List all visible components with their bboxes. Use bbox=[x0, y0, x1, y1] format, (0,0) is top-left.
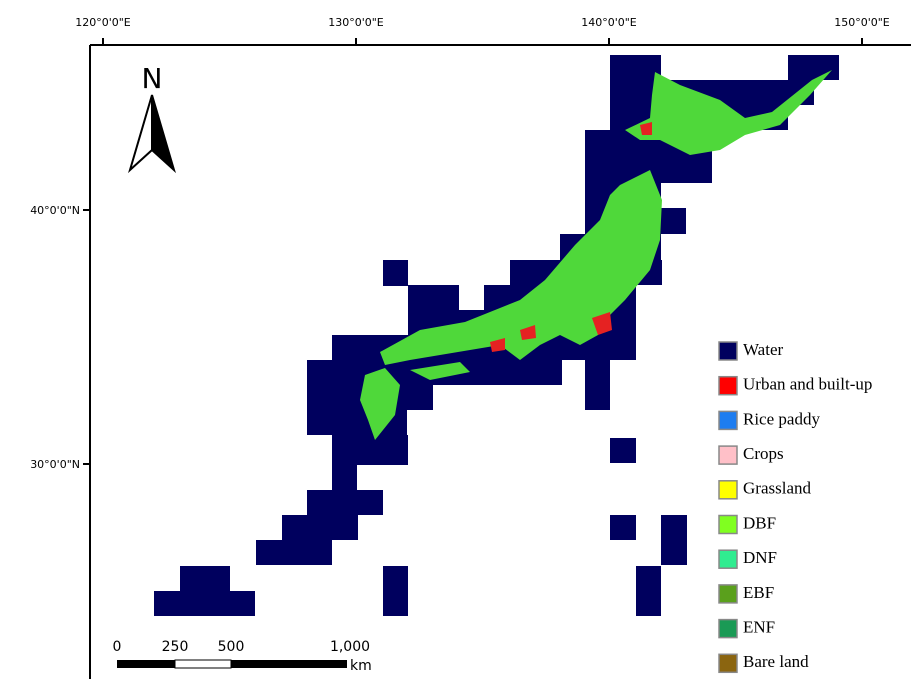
legend-swatch bbox=[719, 481, 737, 499]
legend-swatch bbox=[719, 585, 737, 603]
north-arrow bbox=[130, 95, 174, 170]
legend-label: ENF bbox=[743, 618, 775, 637]
legend-swatch bbox=[719, 446, 737, 464]
legend-swatch bbox=[719, 620, 737, 638]
legend-swatch bbox=[719, 550, 737, 568]
scale-bar bbox=[117, 660, 347, 668]
legend-swatch bbox=[719, 654, 737, 672]
legend-label: Urban and built-up bbox=[743, 375, 872, 394]
scale-label: 500 bbox=[218, 639, 245, 655]
latitude-label: 40°0'0"N bbox=[30, 204, 80, 217]
legend-swatch bbox=[719, 377, 737, 395]
map: 120°0'0"E 130°0'0"E 140°0'0"E 150°0'0"E 40°0… bbox=[0, 0, 911, 679]
scale-label: 0 bbox=[113, 639, 122, 655]
scale-unit: km bbox=[350, 658, 372, 674]
legend-label: Grassland bbox=[743, 479, 811, 498]
scale-label: 1,000 bbox=[330, 639, 370, 655]
legend-label: Crops bbox=[743, 444, 784, 463]
legend-label: DBF bbox=[743, 513, 776, 532]
longitude-label: 140°0'0"E bbox=[581, 16, 637, 29]
north-label: N bbox=[142, 62, 163, 95]
latitude-label: 30°0'0"N bbox=[30, 458, 80, 471]
longitude-label: 130°0'0"E bbox=[328, 16, 384, 29]
longitude-label: 120°0'0"E bbox=[75, 16, 131, 29]
legend-label: Water bbox=[743, 340, 783, 359]
legend-label: EBF bbox=[743, 583, 774, 602]
longitude-label: 150°0'0"E bbox=[834, 16, 890, 29]
legend-label: Bare land bbox=[743, 652, 809, 671]
legend-label: DNF bbox=[743, 548, 777, 567]
scale-label: 250 bbox=[162, 639, 189, 655]
legend-swatch bbox=[719, 516, 737, 534]
legend-label: Rice paddy bbox=[743, 409, 820, 428]
legend-swatch bbox=[719, 411, 737, 429]
legend-swatch bbox=[719, 342, 737, 360]
